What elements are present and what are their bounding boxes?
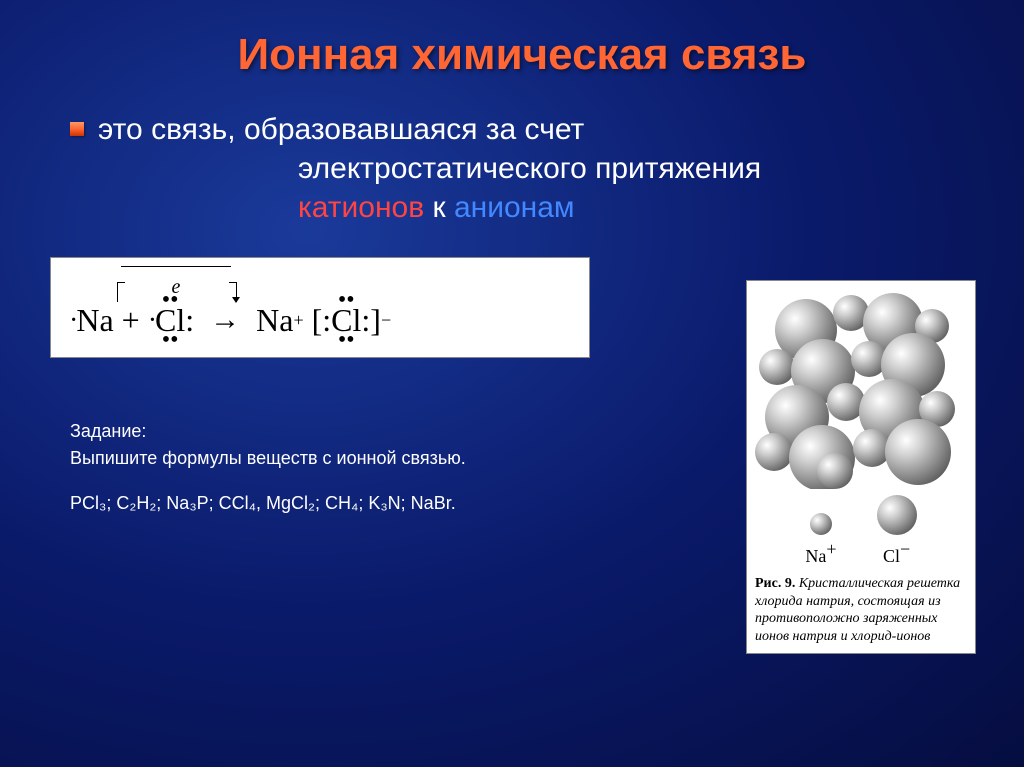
spacer	[70, 472, 690, 490]
legend-cl-text: Cl	[883, 546, 900, 566]
reaction-arrow: →	[210, 303, 240, 337]
cl-colon-right: :	[185, 302, 194, 339]
cation-word: катионов	[298, 191, 424, 224]
task-block: Задание: Выпишите формулы веществ с ионн…	[70, 418, 690, 517]
cl-ion: [ : •• Cl •• : ]−	[312, 296, 391, 345]
lattice-sphere	[755, 433, 793, 471]
definition-text: это связь, образовавшаяся за счет электр…	[98, 110, 761, 227]
task-instruction: Выпишите формулы веществ с ионной связью…	[70, 445, 690, 472]
caption-bold: Рис. 9.	[755, 576, 795, 591]
plus-sign: +	[122, 302, 140, 339]
task-heading: Задание:	[70, 418, 690, 445]
legend-row: Na+ Cl−	[755, 495, 967, 567]
na-symbol: Na	[76, 302, 113, 339]
na-atom: ·Na	[69, 302, 114, 339]
formula-box: e ·Na + · •• Cl •• : → Na+ [	[50, 257, 590, 358]
cl-ion-colon-right: :	[361, 302, 370, 339]
slide: Ионная химическая связь это связь, образ…	[0, 0, 1024, 767]
cl-ion-charge: −	[381, 310, 391, 331]
figure-caption: Рис. 9. Кристаллическая решетка хлорида …	[755, 575, 967, 645]
legend-na-sphere	[810, 513, 832, 535]
bullet-icon	[70, 122, 84, 136]
legend-na-sup: +	[826, 539, 836, 559]
slide-title: Ионная химическая связь	[70, 30, 974, 80]
e-bar-line	[121, 266, 231, 267]
cl-ion-colon-left: :	[322, 302, 331, 339]
legend-cl-sphere	[877, 495, 917, 535]
cl-ion-stack: •• Cl ••	[331, 296, 361, 345]
lattice-sphere	[817, 453, 853, 489]
na-ion-symbol: Na	[256, 302, 293, 339]
lattice-sphere	[759, 349, 795, 385]
na-ion-charge: +	[293, 310, 303, 331]
definition-block: это связь, образовавшаяся за счет электр…	[70, 110, 974, 227]
bracket-close: ]	[370, 302, 381, 339]
lattice-box	[755, 289, 969, 489]
anion-word: анионам	[454, 191, 575, 224]
hook-right	[229, 282, 237, 302]
definition-line2: электростатического притяжения	[298, 149, 761, 188]
legend-na: Na+	[805, 513, 836, 567]
cl-dot-left: ·	[148, 315, 155, 326]
cl-stack: •• Cl ••	[155, 296, 185, 345]
legend-na-label: Na+	[805, 539, 836, 567]
legend-cl: Cl−	[877, 495, 917, 567]
definition-line3: катионов к анионам	[298, 188, 761, 227]
task-formulas: PCl₃; C₂H₂; Na₃P; CCl₄, MgCl₂; CH₄; K₃N;…	[70, 490, 690, 517]
legend-na-text: Na	[805, 546, 826, 566]
cl-dots-bottom: ••	[162, 336, 179, 344]
hook-left	[117, 282, 125, 302]
na-ion: Na+	[256, 302, 303, 339]
legend-cl-label: Cl−	[877, 539, 917, 567]
middle-word: к	[424, 191, 454, 224]
figure-lattice: Na+ Cl− Рис. 9. Кристаллическая решетка …	[746, 280, 976, 654]
legend-cl-sup: −	[900, 539, 910, 559]
bracket-open: [	[312, 302, 323, 339]
cl-ion-dots-bottom: ••	[338, 336, 355, 344]
na-dot: ·	[69, 315, 76, 326]
cl-atom: · •• Cl •• :	[148, 296, 194, 345]
definition-line1: это связь, образовавшаяся за счет	[98, 110, 761, 149]
lattice-sphere	[885, 419, 951, 485]
